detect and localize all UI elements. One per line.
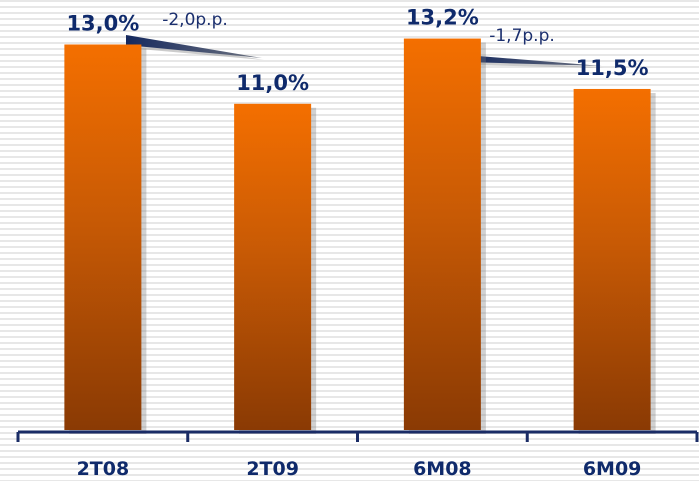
value-label-2t08: 13,0% (66, 11, 139, 35)
value-label-6m08: 13,2% (406, 6, 479, 30)
change-annotation-label: -1,7p.p. (489, 26, 555, 46)
value-label-6m09: 11,5% (576, 56, 649, 80)
change-wedge (466, 55, 602, 66)
value-label-2t09: 11,0% (236, 71, 309, 95)
change-annotation-label: -2,0p.p. (162, 10, 228, 30)
category-label-6m08: 6M08 (413, 458, 472, 480)
change-wedge (126, 35, 262, 58)
category-label-2t08: 2T08 (77, 458, 130, 480)
bar-6m08 (403, 38, 481, 430)
bar-2t09 (234, 103, 312, 431)
data-labels: 13,0% 11,0% 13,2% 11,5% (66, 6, 648, 95)
x-axis: 2T08 2T09 6M08 6M09 (16, 430, 699, 480)
bar-2t08 (64, 44, 142, 430)
bar-6m09 (573, 88, 651, 430)
category-label-2t09: 2T09 (246, 458, 299, 480)
change-annotations: -2,0p.p. -1,7p.p. (126, 10, 604, 68)
category-label-6m09: 6M09 (583, 458, 642, 480)
bars (64, 38, 656, 435)
